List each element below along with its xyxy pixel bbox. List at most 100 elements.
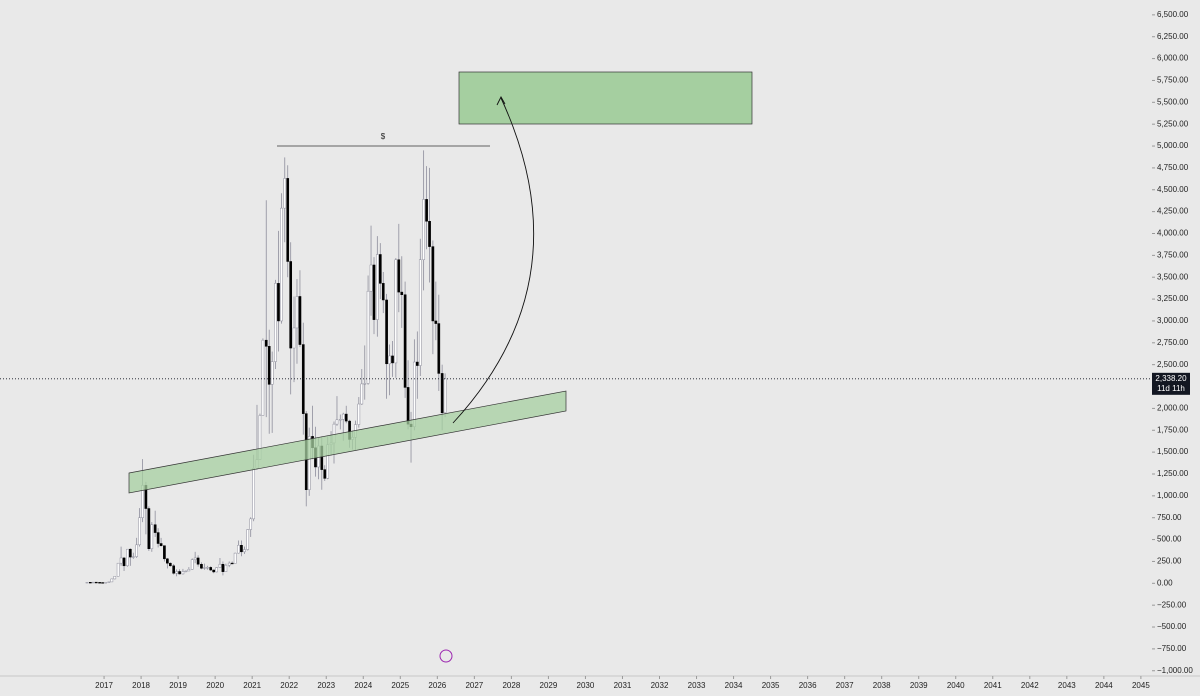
candle-body: [181, 571, 185, 575]
candle-body: [233, 552, 237, 564]
candle-body: [335, 419, 339, 425]
countdown-label: 11d 11h: [1157, 384, 1185, 393]
x-tick-label: 2029: [540, 681, 558, 690]
candle-body: [378, 254, 382, 284]
candle-body: [200, 563, 203, 569]
candle-body: [126, 548, 129, 567]
y-tick-label: 3,250.00: [1157, 294, 1189, 303]
candle-body: [113, 576, 117, 580]
candle-body: [212, 569, 215, 573]
candle-body: [372, 264, 376, 320]
y-tick-label: 4,500.00: [1157, 185, 1189, 194]
y-tick-label: 1,250.00: [1157, 469, 1189, 478]
candle-body: [338, 419, 342, 421]
candle-body: [175, 571, 178, 574]
candle-body: [357, 403, 361, 425]
candle-body: [425, 199, 428, 222]
candle-body: [221, 563, 225, 572]
candle-body: [363, 383, 367, 385]
y-tick-label: 5,500.00: [1157, 97, 1189, 106]
y-tick-label: 750.00: [1157, 513, 1182, 522]
last-price-label: 2,338.20: [1155, 374, 1187, 383]
candle-body: [178, 571, 181, 575]
y-tick-label: 5,750.00: [1157, 76, 1189, 85]
candle-body: [98, 582, 101, 584]
candle-body: [206, 567, 209, 569]
candle-body: [437, 323, 441, 374]
candle-body: [104, 582, 107, 584]
candle-body: [172, 565, 176, 574]
x-tick-label: 2036: [799, 681, 817, 690]
x-tick-label: 2045: [1132, 681, 1150, 690]
candle-body: [400, 291, 404, 295]
candle-body: [286, 178, 290, 262]
candle-body: [434, 320, 438, 324]
candle-body: [215, 567, 218, 573]
candle-body: [381, 283, 385, 301]
candle-body: [295, 296, 299, 329]
candle-body: [159, 543, 163, 546]
y-tick-label: 2,500.00: [1157, 360, 1189, 369]
candle-body: [440, 373, 444, 414]
y-tick-label: 500.00: [1157, 535, 1182, 544]
candle-body: [292, 327, 296, 349]
candle-body: [153, 524, 157, 533]
x-tick-label: 2022: [280, 681, 298, 690]
candle-body: [138, 517, 141, 546]
candle-body: [227, 562, 231, 566]
candle-body: [203, 567, 206, 569]
candle-body: [101, 582, 104, 584]
candle-body: [431, 246, 435, 322]
x-tick-label: 2026: [428, 681, 446, 690]
candle-body: [107, 581, 111, 583]
x-tick-label: 2023: [317, 681, 335, 690]
candle-body: [261, 339, 265, 416]
candle-body: [422, 199, 425, 260]
y-tick-label: 4,750.00: [1157, 163, 1189, 172]
candle-body: [391, 355, 394, 364]
y-tick-label: −250.00: [1157, 600, 1187, 609]
x-tick-label: 2020: [206, 681, 224, 690]
candle-body: [289, 261, 293, 349]
candle-body: [344, 413, 348, 422]
y-tick-label: 3,000.00: [1157, 316, 1189, 325]
candle-body: [169, 562, 172, 567]
candle-body: [237, 545, 240, 554]
candle-body: [89, 582, 92, 584]
y-tick-label: 3,500.00: [1157, 272, 1189, 281]
candle-body: [249, 518, 253, 530]
candle-body: [267, 346, 271, 385]
x-tick-label: 2043: [1058, 681, 1076, 690]
x-tick-label: 2042: [1021, 681, 1039, 690]
candle-body: [110, 578, 114, 583]
candle-body: [246, 529, 250, 550]
candle-body: [147, 508, 151, 550]
candle-body: [274, 283, 277, 362]
x-tick-label: 2038: [873, 681, 891, 690]
candle-body: [264, 339, 268, 347]
x-tick-label: 2031: [614, 681, 632, 690]
y-tick-label: 4,250.00: [1157, 207, 1189, 216]
candle-body: [277, 283, 280, 322]
candle-body: [230, 562, 234, 565]
x-tick-label: 2025: [391, 681, 409, 690]
y-tick-label: 2,750.00: [1157, 338, 1189, 347]
x-tick-label: 2044: [1095, 681, 1113, 690]
candle-body: [298, 296, 302, 345]
candle-body: [131, 556, 135, 558]
candle-body: [397, 259, 401, 293]
candle-body: [119, 557, 123, 564]
channel: [128, 390, 567, 494]
x-tick-label: 2034: [725, 681, 743, 690]
y-tick-label: 4,000.00: [1157, 229, 1189, 238]
x-tick-label: 2039: [910, 681, 928, 690]
candle-body: [418, 259, 422, 366]
candle-body: [366, 290, 370, 384]
candle-body: [413, 361, 416, 428]
x-tick-label: 2028: [502, 681, 520, 690]
candle-body: [94, 581, 98, 584]
candle-body: [403, 294, 407, 388]
candle-body: [166, 558, 169, 564]
